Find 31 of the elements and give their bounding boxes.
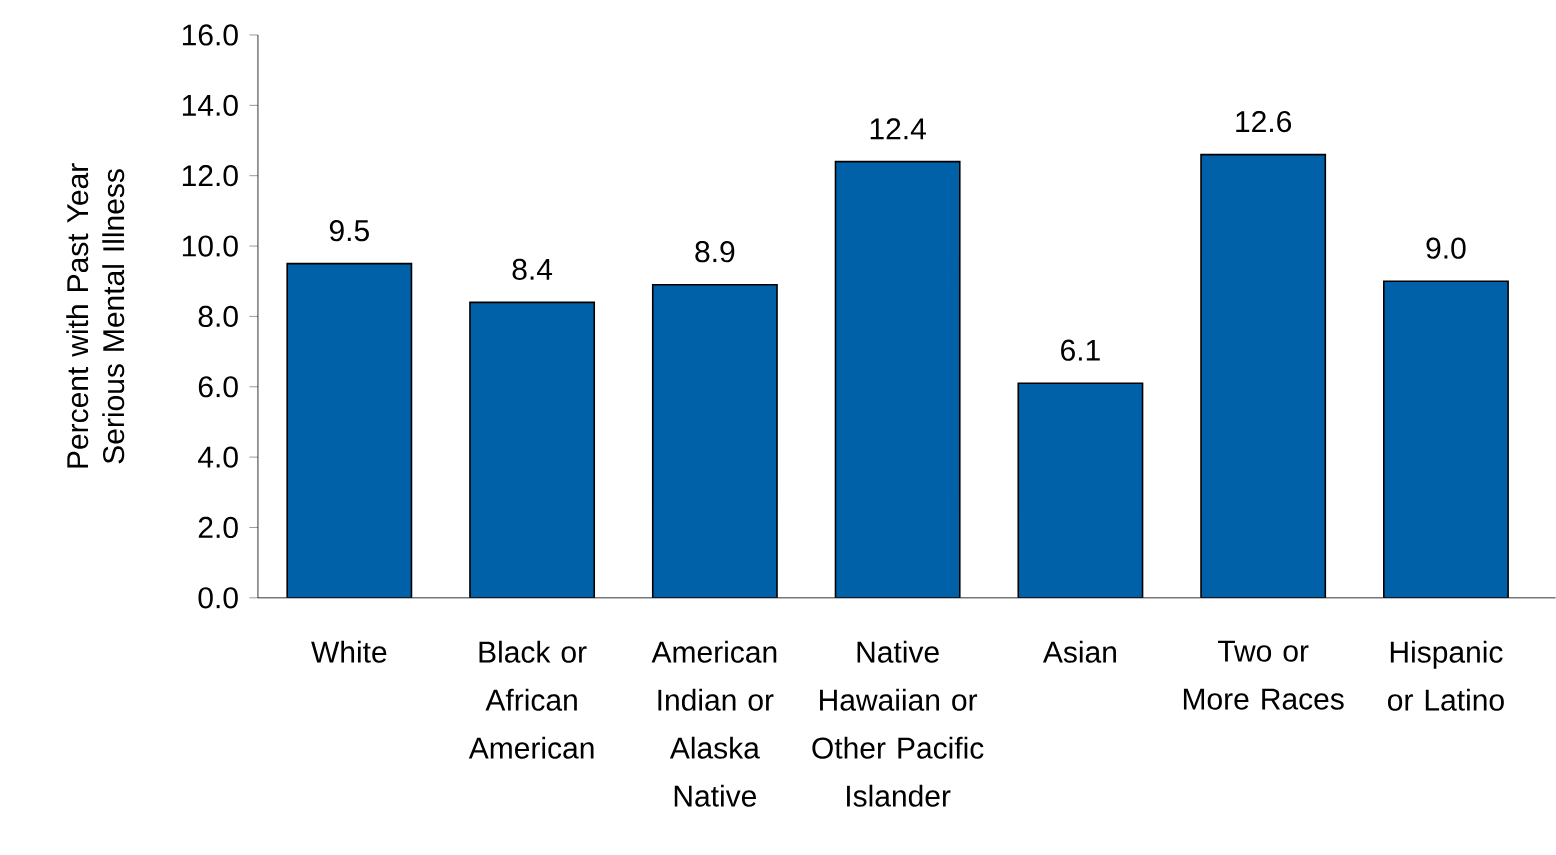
y-tick-label: 0.0 — [198, 587, 238, 609]
data-label: 9.5 — [329, 220, 369, 242]
y-axis-title: Percent with Past Year Serious Mental Illness — [66, 163, 125, 468]
x-tick-label: Hispanic or Latino — [1388, 640, 1504, 711]
data-label: 8.9 — [695, 241, 735, 263]
x-tick-label: Black or African American — [468, 640, 594, 759]
x-tick-label: Native Hawaiian or Other Pacific Islander — [812, 640, 984, 807]
y-tick-label: 2.0 — [198, 516, 238, 539]
x-tick-label: White — [311, 640, 387, 663]
bar — [834, 160, 961, 598]
x-tick-label: Asian — [1042, 640, 1116, 663]
y-tick-label: 14.0 — [182, 94, 238, 117]
bar — [1383, 280, 1509, 598]
x-tick-label: Two or More Races — [1183, 640, 1344, 710]
data-label: 9.0 — [1426, 237, 1466, 259]
bar — [469, 301, 596, 598]
y-tick-label: 8.0 — [198, 305, 238, 328]
bar — [1017, 382, 1144, 598]
bar — [651, 284, 778, 598]
y-tick-label: 10.0 — [182, 235, 238, 257]
data-label: 12.6 — [1236, 111, 1292, 133]
y-tick-label: 4.0 — [198, 446, 238, 468]
bar — [286, 262, 413, 598]
bar — [1200, 153, 1327, 598]
y-tick-label: 16.0 — [182, 24, 238, 46]
data-label: 6.1 — [1061, 339, 1100, 361]
data-label: 8.4 — [512, 258, 553, 281]
data-label: 12.4 — [870, 118, 926, 140]
x-tick-label: American Indian or Alaska Native — [651, 640, 777, 807]
y-tick-label: 6.0 — [198, 376, 238, 398]
y-tick-label: 12.0 — [182, 165, 238, 187]
